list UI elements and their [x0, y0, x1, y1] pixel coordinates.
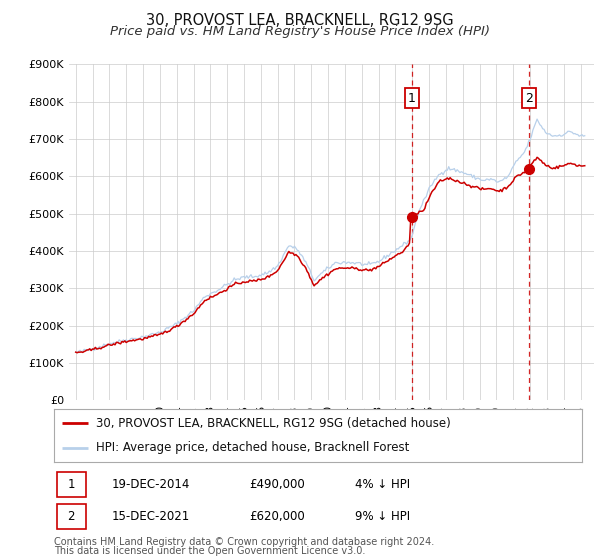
Text: 2: 2	[526, 91, 533, 105]
Text: This data is licensed under the Open Government Licence v3.0.: This data is licensed under the Open Gov…	[54, 547, 365, 557]
Text: Price paid vs. HM Land Registry's House Price Index (HPI): Price paid vs. HM Land Registry's House …	[110, 25, 490, 38]
Text: 1: 1	[407, 91, 416, 105]
Text: 2: 2	[67, 510, 75, 523]
Text: 30, PROVOST LEA, BRACKNELL, RG12 9SG (detached house): 30, PROVOST LEA, BRACKNELL, RG12 9SG (de…	[96, 417, 451, 430]
Text: Contains HM Land Registry data © Crown copyright and database right 2024.: Contains HM Land Registry data © Crown c…	[54, 538, 434, 548]
Text: £490,000: £490,000	[250, 478, 305, 491]
Bar	[56, 504, 86, 529]
Text: 15-DEC-2021: 15-DEC-2021	[112, 510, 190, 523]
Text: £620,000: £620,000	[250, 510, 305, 523]
Text: 19-DEC-2014: 19-DEC-2014	[112, 478, 190, 491]
Text: 1: 1	[67, 478, 75, 491]
Text: HPI: Average price, detached house, Bracknell Forest: HPI: Average price, detached house, Brac…	[96, 441, 410, 454]
Text: 9% ↓ HPI: 9% ↓ HPI	[355, 510, 410, 523]
Text: 30, PROVOST LEA, BRACKNELL, RG12 9SG: 30, PROVOST LEA, BRACKNELL, RG12 9SG	[146, 13, 454, 28]
Text: 4% ↓ HPI: 4% ↓ HPI	[355, 478, 410, 491]
Bar	[56, 472, 86, 497]
